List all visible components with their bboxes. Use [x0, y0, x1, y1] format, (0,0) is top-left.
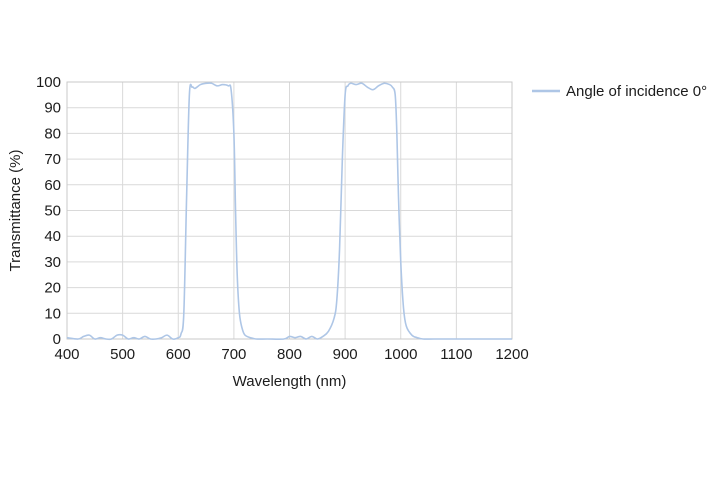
x-tick-label: 400 — [54, 346, 79, 363]
x-tick-label: 1100 — [440, 346, 472, 363]
y-tick-label: 80 — [44, 125, 61, 142]
y-axis-title: Transmittance (%) — [7, 150, 24, 272]
x-tick-label: 1200 — [495, 346, 528, 363]
series-layer — [66, 82, 512, 341]
y-tick-label: 60 — [44, 177, 61, 194]
legend-label: Angle of incidence 0° — [566, 83, 707, 100]
y-tick-label: 40 — [44, 228, 61, 245]
grid-lines — [66, 81, 513, 340]
y-tick-label: 10 — [44, 305, 61, 322]
legend: Angle of incidence 0° — [532, 83, 707, 100]
plot-frame — [66, 81, 513, 340]
series-line — [66, 82, 512, 341]
x-axis-title: Wavelength (nm) — [233, 373, 347, 390]
y-tick-label: 0 — [53, 331, 61, 348]
x-tick-label: 1000 — [384, 346, 417, 363]
x-tick-label: 700 — [221, 346, 246, 363]
y-axis-ticks: 0 10 20 30 40 50 60 70 80 90 100 — [36, 74, 61, 348]
x-tick-label: 900 — [333, 346, 358, 363]
x-axis-ticks: 400 500 600 700 800 900 1000 1100 1200 — [54, 346, 528, 363]
y-tick-label: 100 — [36, 74, 61, 91]
y-tick-label: 20 — [44, 280, 61, 297]
y-tick-label: 50 — [44, 203, 61, 220]
x-tick-label: 800 — [277, 346, 302, 363]
y-tick-label: 90 — [44, 100, 61, 117]
x-tick-label: 600 — [166, 346, 191, 363]
x-tick-label: 500 — [110, 346, 135, 363]
y-tick-label: 30 — [44, 254, 61, 271]
y-tick-label: 70 — [44, 151, 61, 168]
